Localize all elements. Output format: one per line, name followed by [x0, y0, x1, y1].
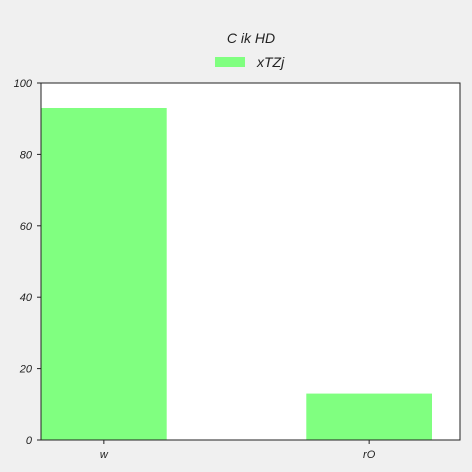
- y-axis: 0 20 40 60 80 100: [14, 78, 41, 447]
- legend-swatch: [215, 57, 245, 67]
- x-axis: w rO: [100, 440, 376, 461]
- bar-rO: [306, 393, 432, 440]
- legend: xTZj: [215, 54, 285, 70]
- chart-title: C ik HD: [227, 30, 275, 46]
- y-tick-label: 60: [20, 221, 33, 233]
- legend-label: xTZj: [256, 54, 285, 70]
- x-tick-label: rO: [363, 449, 376, 461]
- y-tick-label: 100: [14, 78, 33, 90]
- y-tick-label: 40: [20, 292, 33, 304]
- x-tick-label: w: [100, 449, 109, 461]
- y-tick-label: 0: [26, 435, 33, 447]
- bars: [41, 107, 432, 441]
- plot-frame: [40, 82, 461, 441]
- y-tick-label: 80: [20, 149, 33, 161]
- y-tick-label: 20: [19, 364, 33, 376]
- bar-w: [41, 107, 167, 441]
